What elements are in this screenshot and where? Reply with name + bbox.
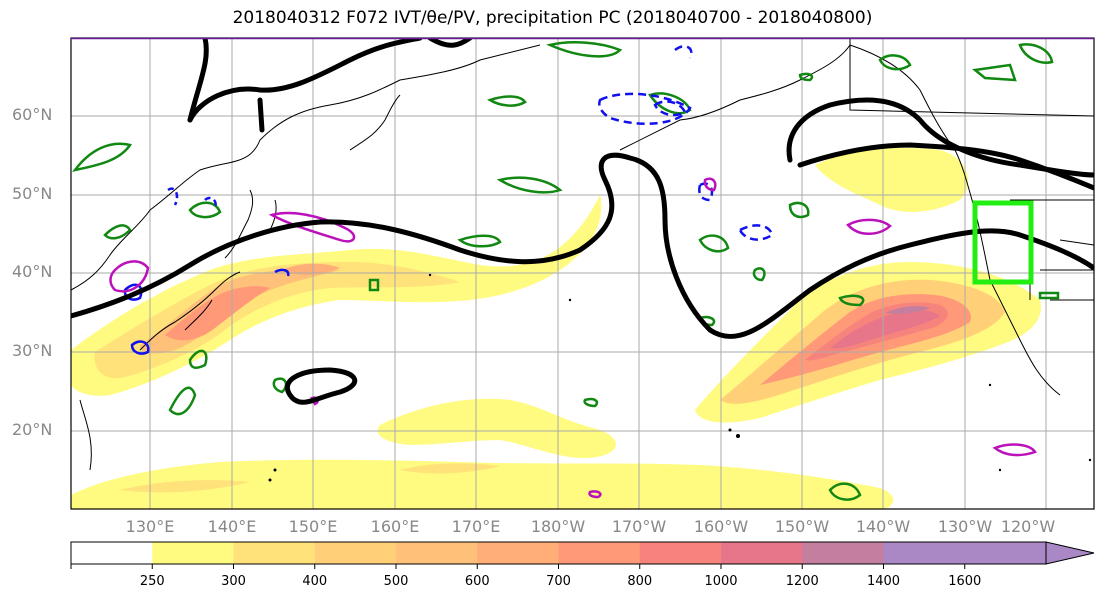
colorbar-segment bbox=[883, 542, 966, 564]
target-region-box bbox=[972, 200, 1034, 285]
lat-label-50: 50°N bbox=[12, 184, 53, 203]
colorbar-segment bbox=[964, 542, 1047, 564]
lon-label-130e: 130°E bbox=[125, 517, 175, 536]
colorbar-extend-arrow bbox=[1045, 541, 1095, 565]
lon-label-150e: 150°E bbox=[288, 517, 338, 536]
lat-label-20: 20°N bbox=[12, 420, 53, 439]
lat-label-60: 60°N bbox=[12, 105, 53, 124]
ivt-shading bbox=[71, 147, 1041, 509]
colorbar-tick-label: 500 bbox=[383, 574, 409, 589]
lon-label-140w: 140°W bbox=[855, 517, 911, 536]
colorbar-segment bbox=[558, 542, 641, 564]
colorbar-tick-label: 300 bbox=[221, 574, 246, 589]
islands bbox=[268, 273, 1092, 482]
map-title: 2018040312 F072 IVT/θe/PV, precipitation… bbox=[232, 8, 873, 28]
colorbar-segment bbox=[233, 542, 316, 564]
lon-label-150w: 150°W bbox=[774, 517, 830, 536]
lon-label-180w: 180°W bbox=[530, 517, 586, 536]
colorbar-tick-label: 1400 bbox=[866, 574, 901, 589]
colorbar-tick-label: 700 bbox=[546, 574, 571, 589]
lon-label-160e: 160°E bbox=[370, 517, 420, 536]
colorbar-tick-label: 1200 bbox=[785, 574, 819, 589]
colorbar-tick-label: 600 bbox=[464, 574, 490, 589]
coastlines bbox=[71, 38, 1094, 471]
lon-label-170e: 170°E bbox=[451, 517, 501, 536]
colorbar-segment bbox=[477, 542, 559, 564]
theta-e-contours bbox=[71, 38, 1094, 405]
lon-label-170w: 170°W bbox=[611, 517, 667, 536]
colorbar-tick-label: 1000 bbox=[704, 574, 738, 589]
pv-positive-contours bbox=[72, 41, 1060, 501]
lon-label-160w: 160°W bbox=[693, 517, 749, 536]
graticule bbox=[71, 38, 1094, 509]
colorbar-tick-label: 1600 bbox=[948, 574, 982, 589]
colorbar-segment bbox=[314, 542, 397, 564]
colorbar-segment bbox=[152, 542, 234, 564]
colorbar-segment bbox=[721, 542, 803, 564]
lat-label-30: 30°N bbox=[12, 341, 53, 360]
colorbar-segment bbox=[396, 542, 478, 564]
colorbar-tick-label: 250 bbox=[139, 574, 165, 589]
colorbar-tick-label: 800 bbox=[627, 574, 653, 589]
colorbar-tick-label: 400 bbox=[302, 574, 328, 589]
colorbar-segment bbox=[802, 542, 884, 564]
lon-label-130w: 130°W bbox=[937, 517, 993, 536]
colorbar bbox=[70, 541, 1095, 569]
lon-label-120w: 120°W bbox=[1000, 517, 1056, 536]
colorbar-segment bbox=[71, 542, 153, 564]
colorbar-segment bbox=[639, 542, 722, 564]
lon-label-140e: 140°E bbox=[207, 517, 257, 536]
lat-label-40: 40°N bbox=[12, 262, 53, 281]
